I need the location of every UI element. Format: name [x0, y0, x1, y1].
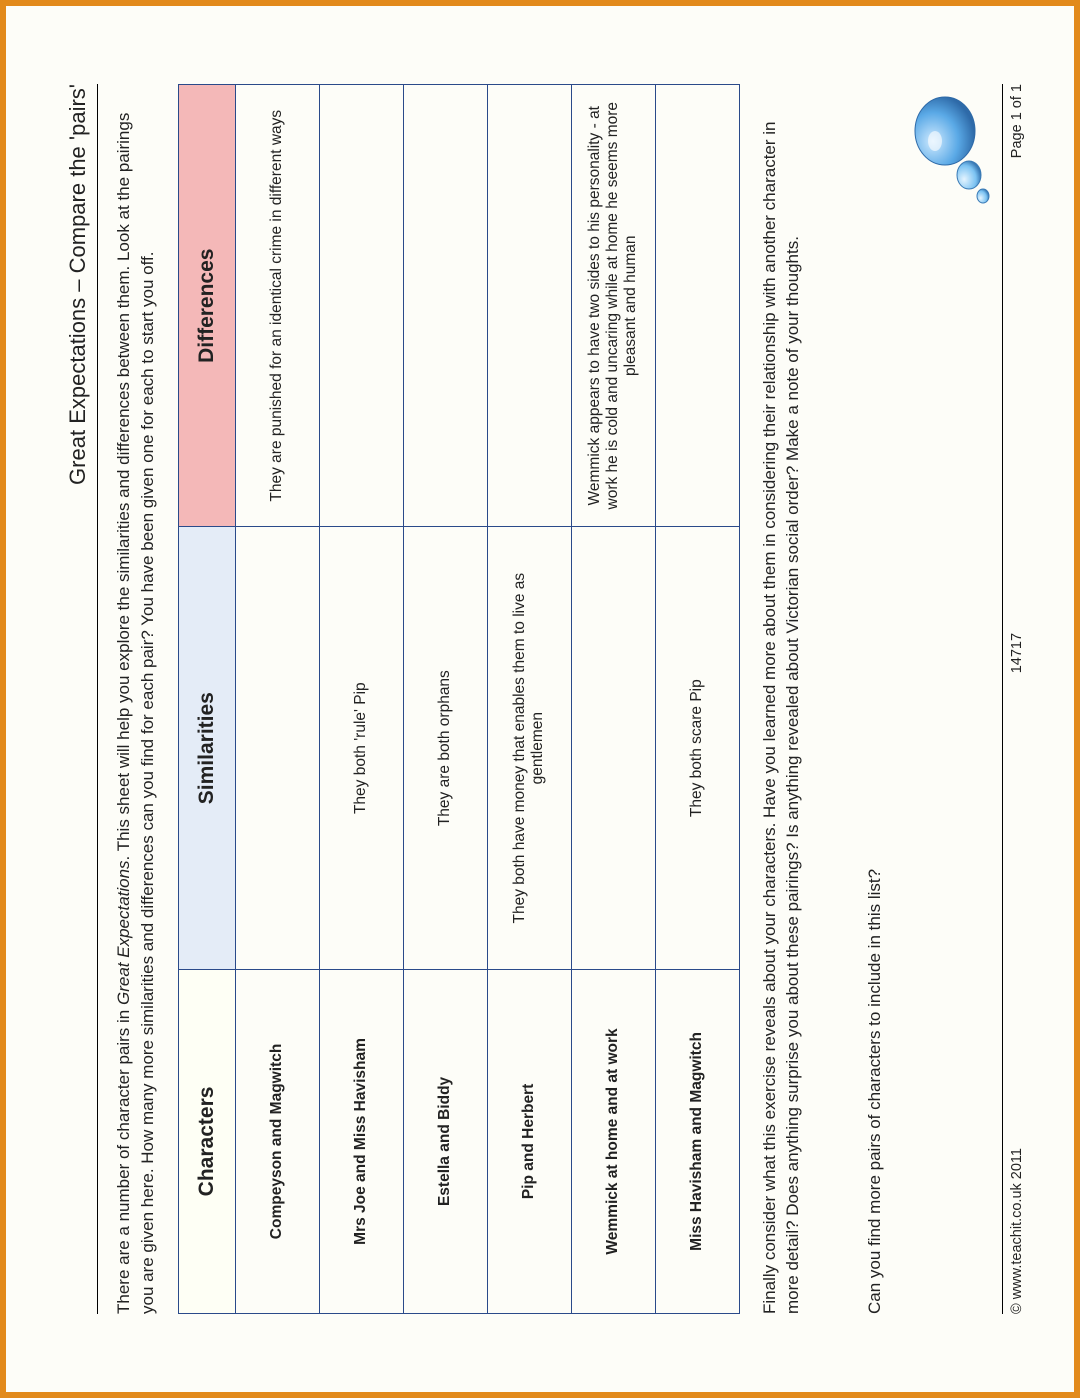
- outro-paragraph: Finally consider what this exercise reve…: [758, 84, 806, 1314]
- table-row: Pip and Herbert They both have money tha…: [487, 85, 571, 1314]
- table-row: Wemmick at home and at work Wemmick appe…: [571, 85, 655, 1314]
- footer-page-number: Page 1 of 1: [1009, 84, 1025, 158]
- title-rule: [97, 84, 98, 1314]
- cell-similarity: They both have money that enables them t…: [487, 527, 571, 969]
- question-more-pairs: Can you find more pairs of characters to…: [865, 84, 885, 1314]
- cell-similarity: They both scare Pip: [655, 527, 739, 969]
- image-frame: Great Expectations – Compare the 'pairs'…: [0, 0, 1080, 1398]
- cell-difference: [319, 85, 403, 527]
- worksheet-page: Great Expectations – Compare the 'pairs'…: [25, 29, 1055, 1369]
- cell-character: Compeyson and Magwitch: [235, 969, 319, 1313]
- page-title: Great Expectations – Compare the 'pairs': [65, 84, 97, 1314]
- page-footer: © www.teachit.co.uk 2011 14717 Page 1 of…: [1002, 84, 1025, 1314]
- cell-character: Wemmick at home and at work: [571, 969, 655, 1313]
- table-row: Mrs Joe and Miss Havisham They both 'rul…: [319, 85, 403, 1314]
- cell-similarity: [235, 527, 319, 969]
- col-header-differences: Differences: [178, 85, 235, 527]
- cell-similarity: They both 'rule' Pip: [319, 527, 403, 969]
- table-row: Miss Havisham and Magwitch They both sca…: [655, 85, 739, 1314]
- cell-difference: [403, 85, 487, 527]
- table-header-row: Characters Similarities Differences: [178, 85, 235, 1314]
- col-header-characters: Characters: [178, 969, 235, 1313]
- table-row: Compeyson and Magwitch They are punished…: [235, 85, 319, 1314]
- cell-difference: [655, 85, 739, 527]
- table-row: Estella and Biddy They are both orphans: [403, 85, 487, 1314]
- logo-bubbles-icon: [905, 89, 995, 209]
- compare-table: Characters Similarities Differences Comp…: [178, 84, 740, 1314]
- table-body: Compeyson and Magwitch They are punished…: [235, 85, 739, 1314]
- col-header-similarities: Similarities: [178, 527, 235, 969]
- cell-character: Mrs Joe and Miss Havisham: [319, 969, 403, 1313]
- cell-character: Estella and Biddy: [403, 969, 487, 1313]
- footer-copyright: © www.teachit.co.uk 2011: [1009, 1148, 1025, 1314]
- cell-difference: They are punished for an identical crime…: [235, 85, 319, 527]
- cell-difference: [487, 85, 571, 527]
- cell-character: Miss Havisham and Magwitch: [655, 969, 739, 1313]
- cell-difference: Wemmick appears to have two sides to his…: [571, 85, 655, 527]
- footer-docid: 14717: [1009, 633, 1025, 673]
- cell-character: Pip and Herbert: [487, 969, 571, 1313]
- cell-similarity: They are both orphans: [403, 527, 487, 969]
- intro-paragraph: There are a number of character pairs in…: [112, 84, 160, 1314]
- cell-similarity: [571, 527, 655, 969]
